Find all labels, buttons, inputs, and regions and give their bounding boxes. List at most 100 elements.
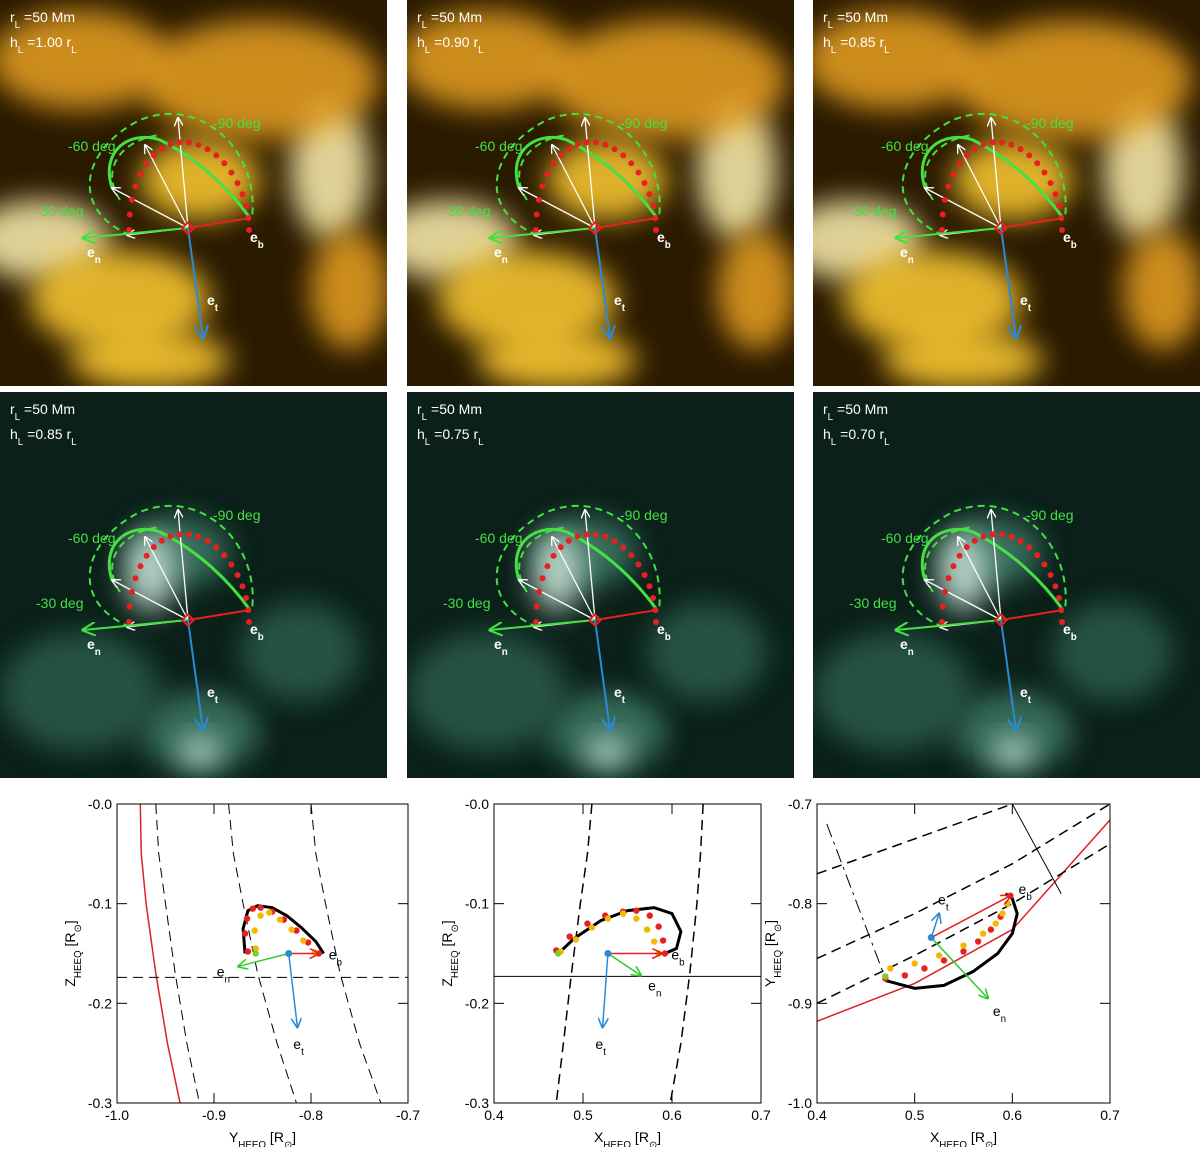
- loop-dot: [1017, 538, 1024, 545]
- vector-label-part: n: [95, 255, 101, 266]
- data-point: [251, 927, 258, 934]
- emission: [407, 632, 567, 752]
- vector-label-part: e: [494, 636, 502, 652]
- loop-dot: [213, 544, 220, 551]
- vector-label-part: n: [656, 988, 661, 999]
- loop-dot: [635, 169, 642, 176]
- h-label-part: L: [884, 45, 890, 56]
- y-axis-label-part: Z: [62, 978, 78, 987]
- loop-dot: [971, 145, 978, 152]
- loop-dot: [653, 227, 659, 233]
- loop-dot: [195, 141, 202, 148]
- x-tick-label: -0.8: [299, 1107, 323, 1123]
- vector-label: eb: [250, 621, 264, 643]
- vector-label: et: [1020, 292, 1032, 314]
- radial-arrow: [519, 188, 596, 229]
- vector-label: eb: [250, 229, 264, 251]
- y-tick-label: -0.0: [88, 796, 112, 812]
- x-axis-label-part: X: [930, 1129, 940, 1145]
- emission: [717, 230, 794, 350]
- y-axis-label: ZHEEQ [R⊙]: [439, 920, 461, 986]
- emission: [180, 737, 220, 767]
- emission: [140, 20, 380, 140]
- vector-label-part: t: [622, 695, 626, 706]
- y-tick-label: -0.3: [88, 1095, 112, 1111]
- loop-dot: [150, 544, 157, 551]
- y-tick-label: -0.7: [788, 796, 812, 812]
- loop-dot: [132, 183, 139, 190]
- r-label: rL =50 Mm: [417, 401, 482, 423]
- image: [813, 0, 1200, 386]
- loop-dot: [1052, 191, 1059, 198]
- data-line: [155, 804, 200, 1103]
- vector: [930, 896, 1010, 939]
- loop-dot: [999, 531, 1005, 538]
- vector-label-part: t: [215, 303, 219, 314]
- vector-label-part: b: [665, 240, 671, 251]
- vector-label-part: e: [595, 1036, 603, 1052]
- vector-label: eb: [671, 947, 685, 969]
- data-point: [604, 915, 612, 922]
- vector: [930, 937, 988, 999]
- loop-dot: [1008, 141, 1015, 148]
- emission: [407, 10, 577, 110]
- data-point: [633, 915, 640, 922]
- origin: [285, 950, 293, 957]
- vector-label-part: b: [1071, 240, 1077, 251]
- loop-dot: [620, 544, 627, 551]
- h-label-part: =0.85 r: [836, 34, 884, 50]
- loop: [514, 135, 659, 219]
- r-label-part: L: [422, 412, 428, 423]
- loop-dot: [1017, 146, 1024, 153]
- vector-label: en: [900, 636, 914, 658]
- binormal: [1000, 217, 1064, 229]
- radial-arrow: [925, 188, 1002, 229]
- vector-label-part: n: [908, 647, 914, 658]
- emission: [813, 10, 983, 110]
- vector-label-part: e: [207, 684, 215, 700]
- data-point: [887, 965, 894, 972]
- overlay: [896, 113, 1067, 338]
- data-line: [1011, 804, 1062, 894]
- r-label-part: L: [828, 412, 834, 423]
- vector-label-part: e: [900, 636, 908, 652]
- vector-label-part: b: [258, 240, 264, 251]
- loop: [107, 527, 252, 611]
- loop-dot: [1008, 533, 1015, 540]
- loop-dot: [246, 619, 252, 625]
- data-point: [659, 937, 667, 944]
- loop-dot: [176, 531, 183, 538]
- emission: [938, 532, 988, 612]
- vector-label-part: e: [1063, 621, 1071, 637]
- binormal: [594, 217, 658, 229]
- origin: [993, 612, 1009, 628]
- data-point: [655, 923, 662, 930]
- image: [407, 392, 794, 778]
- vector-label-part: t: [622, 303, 626, 314]
- angle-label: -60 deg: [881, 138, 928, 154]
- h-label-part: L: [71, 45, 77, 56]
- angle-arc: [88, 505, 254, 628]
- tangent-arrow: [1000, 619, 1016, 730]
- data-point: [266, 909, 273, 916]
- tangent-arrow: [1000, 227, 1016, 338]
- radial-arrow: [925, 580, 1002, 621]
- data-line: [228, 804, 297, 1103]
- loop-dot: [650, 203, 657, 210]
- data-point: [311, 949, 319, 956]
- data-point: [987, 926, 995, 933]
- loop-dot: [641, 571, 648, 578]
- vector-label: en: [87, 636, 101, 658]
- normal-arrow: [896, 619, 1002, 630]
- angle-arc: [901, 113, 1067, 236]
- x-tick-label: 0.5: [573, 1107, 593, 1123]
- emission: [587, 737, 627, 767]
- loop-dot: [1056, 595, 1063, 602]
- data-point: [257, 912, 264, 919]
- loop-dot: [950, 563, 957, 570]
- loop-dot: [137, 171, 144, 178]
